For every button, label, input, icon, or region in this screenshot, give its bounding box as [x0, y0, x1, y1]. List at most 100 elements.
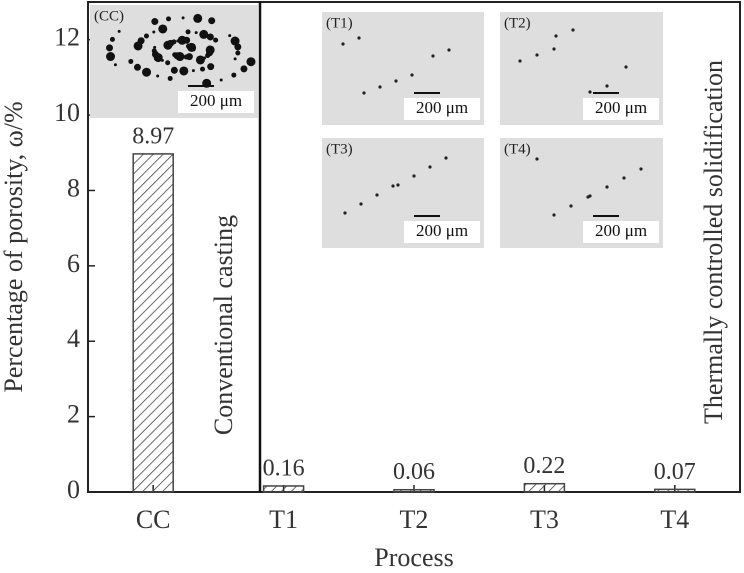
pore [444, 156, 448, 160]
pore [206, 33, 214, 41]
scale-label: 200 μm [416, 221, 468, 240]
pore [158, 24, 168, 34]
pore [185, 53, 193, 61]
pore [153, 45, 157, 49]
pore [431, 54, 435, 58]
pore [246, 57, 256, 67]
pore [153, 53, 163, 63]
pore [396, 183, 400, 187]
pore [152, 30, 156, 34]
scale-bg [404, 221, 480, 243]
pore [156, 74, 160, 78]
pore [181, 16, 185, 20]
pore [428, 165, 432, 169]
pore [176, 39, 180, 43]
pore [569, 204, 573, 208]
pore [165, 60, 171, 66]
scale-label: 200 μm [595, 98, 647, 117]
pore [228, 34, 232, 38]
pore [208, 45, 212, 49]
pore [166, 16, 172, 22]
pore [357, 36, 361, 40]
scale-label: 200 μm [416, 98, 468, 117]
pore [240, 65, 248, 73]
pore [195, 55, 205, 65]
pore [133, 63, 141, 71]
pore [200, 66, 206, 72]
pore [199, 29, 209, 39]
pore [185, 43, 191, 49]
pore [142, 67, 152, 77]
scale-label: 200 μm [595, 221, 647, 240]
pore [624, 65, 628, 69]
pore [160, 58, 164, 62]
pore [605, 185, 609, 189]
y-tick-label: 10 [54, 98, 80, 127]
pore [109, 36, 115, 42]
pore [394, 79, 398, 83]
bar [523, 482, 566, 493]
pore [133, 41, 143, 51]
pore [213, 37, 219, 43]
pore [412, 174, 416, 178]
inset-label: (T2) [504, 15, 531, 31]
value-label: 8.97 [132, 123, 174, 149]
scale-bg [178, 91, 254, 113]
pore [588, 194, 592, 198]
pore [113, 63, 117, 67]
pore [230, 36, 240, 46]
x-tick-label: CC [136, 505, 171, 534]
pore [622, 176, 626, 180]
pore [117, 29, 121, 33]
value-label: 0.22 [523, 453, 565, 479]
inset-label: (T4) [504, 141, 531, 157]
pore [170, 66, 178, 74]
pore [447, 48, 451, 52]
y-tick-label: 2 [67, 400, 80, 429]
pore [143, 33, 149, 39]
pore [207, 63, 215, 71]
bar [393, 488, 435, 493]
pore [191, 69, 195, 73]
bar [132, 153, 174, 493]
value-label: 0.06 [393, 459, 435, 485]
annotation: Thermally controlled solidification [699, 60, 728, 424]
pore [219, 78, 223, 82]
pore [588, 90, 592, 94]
inset-label: (T1) [326, 15, 353, 31]
bar [654, 488, 696, 493]
y-tick-label: 12 [54, 23, 80, 52]
pore [208, 17, 216, 25]
pore [163, 40, 173, 50]
y-tick-label: 4 [67, 324, 80, 353]
pore [571, 28, 575, 32]
pore [235, 50, 241, 56]
pore [552, 213, 556, 217]
pore [343, 211, 347, 215]
pore [179, 66, 189, 76]
annotation: Conventional casting [209, 215, 238, 435]
y-tick-label: 6 [67, 249, 80, 278]
pore [518, 59, 522, 63]
pore [359, 202, 363, 206]
pore [231, 72, 237, 78]
inset-label: (T3) [326, 141, 353, 157]
pore [106, 52, 116, 62]
pore [181, 55, 185, 59]
scale-label: 200 μm [190, 91, 242, 110]
y-tick-label: 8 [67, 173, 80, 202]
x-tick-label: T3 [530, 505, 559, 534]
inset-label: (CC) [94, 8, 124, 24]
x-tick-label: T1 [269, 505, 298, 534]
bar [262, 485, 305, 493]
pore [391, 184, 395, 188]
pore [535, 157, 539, 161]
value-label: 0.16 [263, 455, 305, 481]
scale-bg [583, 221, 659, 243]
scale-bg [583, 98, 659, 120]
pore [194, 31, 198, 35]
pore [185, 29, 191, 35]
pore [410, 73, 414, 77]
x-tick-label: T2 [400, 505, 429, 534]
x-axis-label: Process [374, 543, 453, 572]
